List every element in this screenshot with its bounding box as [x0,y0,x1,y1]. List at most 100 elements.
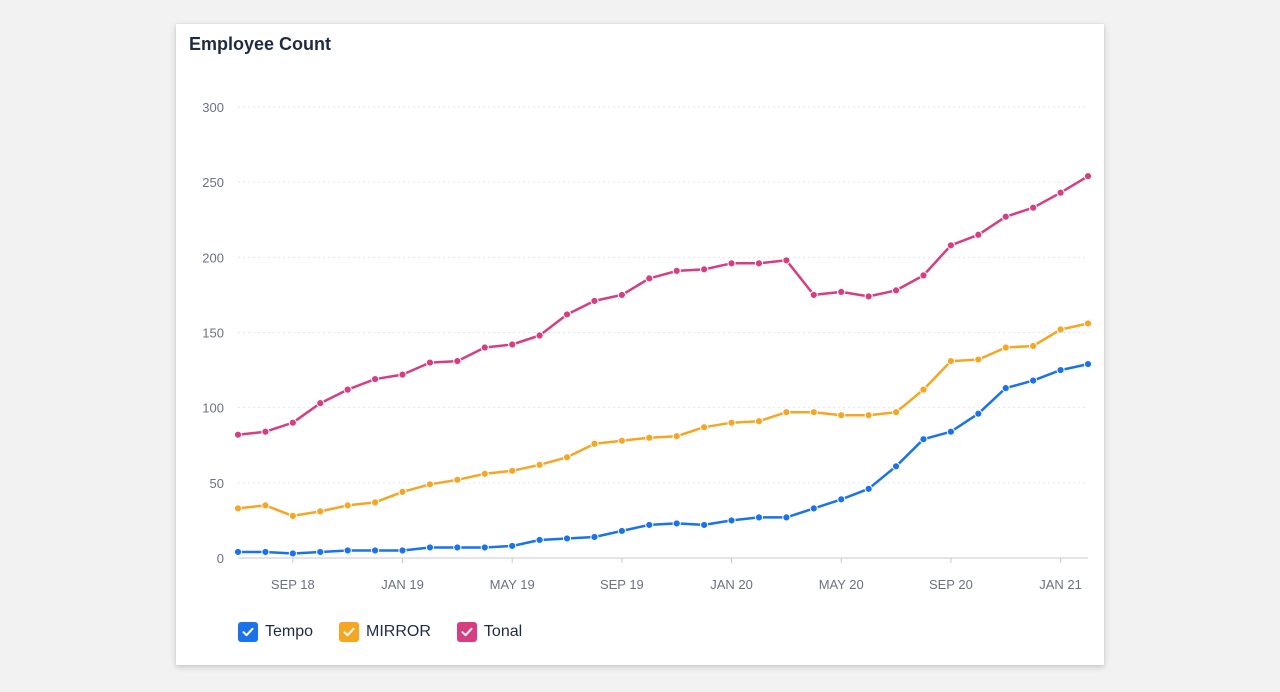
data-point-tonal [261,427,270,436]
data-point-mirror [672,432,681,441]
data-point-tonal [672,266,681,275]
data-point-tempo [453,543,462,552]
line-chart: 0 50 100 150 200 250 300 SEP 18 JAN 19 MAY 19 SEP … [202,100,1093,592]
data-point-mirror [1001,343,1010,352]
data-point-tempo [809,504,818,513]
data-point-tonal [398,370,407,379]
data-point-tempo [480,543,489,552]
data-point-mirror [370,498,380,507]
data-point-tempo [645,520,654,530]
data-point-mirror [590,439,599,448]
data-point-tonal [1001,212,1010,221]
check-icon[interactable] [456,622,477,642]
data-point-mirror [453,475,462,484]
data-point-tempo [1056,365,1065,375]
data-point-tonal [480,343,489,352]
data-point-tempo [754,513,764,522]
data-point-tonal [946,241,956,250]
data-point-tempo [508,541,517,551]
data-point-tempo [782,513,791,522]
data-point-tempo [261,547,270,557]
data-point-mirror [288,511,297,521]
data-point-tonal [919,271,928,280]
y-tick-label: 0 [217,551,224,566]
data-point-tonal [508,340,517,349]
chart-title: Employee Count [189,34,332,54]
data-point-tonal [700,265,709,274]
y-tick-label: 50 [210,476,224,491]
data-point-tonal [891,286,901,295]
data-point-mirror [809,408,818,417]
x-tick-label: MAY 19 [490,577,535,592]
y-tick-label: 300 [202,100,224,115]
data-point-tonal [1056,188,1065,197]
data-point-tempo [1001,384,1010,393]
data-point-tonal [837,287,846,297]
legend-item-tonal[interactable]: Tonal [456,622,523,642]
check-icon[interactable] [339,622,360,642]
data-point-tempo [1029,376,1038,385]
data-point-tempo [425,543,435,552]
data-point-tonal [562,310,572,319]
y-tick-label: 100 [202,401,224,416]
data-point-tonal [453,356,462,366]
data-point-tempo [837,495,846,504]
x-tick-label: SEP 19 [600,577,644,592]
x-tick-label: SEP 20 [929,577,973,592]
y-tick-label: 150 [202,326,224,341]
data-point-tonal [645,274,654,283]
data-point-mirror [700,423,709,432]
data-point-tonal [370,375,380,384]
x-tick-label: MAY 20 [819,577,864,592]
data-point-tempo [700,520,709,530]
data-point-tempo [919,435,928,444]
data-point-tempo [233,547,243,557]
legend-item-tempo[interactable]: Tempo [238,622,313,642]
data-point-mirror [974,355,983,364]
data-point-mirror [343,501,352,510]
data-point-tempo [288,549,297,558]
data-point-mirror [864,411,873,420]
check-icon[interactable] [238,622,258,642]
data-point-mirror [919,385,928,394]
data-point-tempo [590,532,599,542]
data-point-tempo [398,546,407,555]
legend-label: Tonal [483,623,523,640]
data-point-mirror [425,480,435,489]
data-point-tonal [617,290,626,300]
data-point-mirror [891,408,901,417]
data-point-mirror [261,501,270,510]
data-point-tonal [782,256,791,265]
legend-item-mirror[interactable]: MIRROR [339,622,431,642]
data-point-mirror [1056,325,1065,334]
data-point-mirror [480,469,489,478]
data-point-tempo [672,519,681,528]
data-point-tempo [946,427,956,436]
data-point-tonal [343,385,352,394]
data-point-tonal [727,259,736,268]
data-point-mirror [782,408,791,417]
data-point-tonal [754,259,764,268]
data-point-mirror [535,460,544,469]
data-point-mirror [1029,341,1038,351]
data-point-tonal [864,292,873,301]
legend-label: MIRROR [366,623,431,640]
data-point-tonal [425,358,435,367]
data-point-tempo [617,526,626,536]
data-point-tonal [316,399,325,408]
data-point-tempo [727,516,736,525]
data-point-mirror [617,436,626,445]
data-point-tempo [343,546,352,555]
data-point-mirror [727,418,736,427]
x-tick-label: JAN 19 [381,577,424,592]
y-tick-label: 200 [202,250,224,265]
data-point-mirror [398,487,407,496]
series-line-mirror [236,322,1090,518]
data-point-tonal [1029,203,1038,212]
data-point-tempo [316,547,325,557]
data-point-tonal [288,418,297,427]
data-point-mirror [946,356,956,366]
series-line-tonal [236,174,1090,436]
data-point-mirror [562,453,572,462]
data-point-mirror [1083,319,1093,328]
